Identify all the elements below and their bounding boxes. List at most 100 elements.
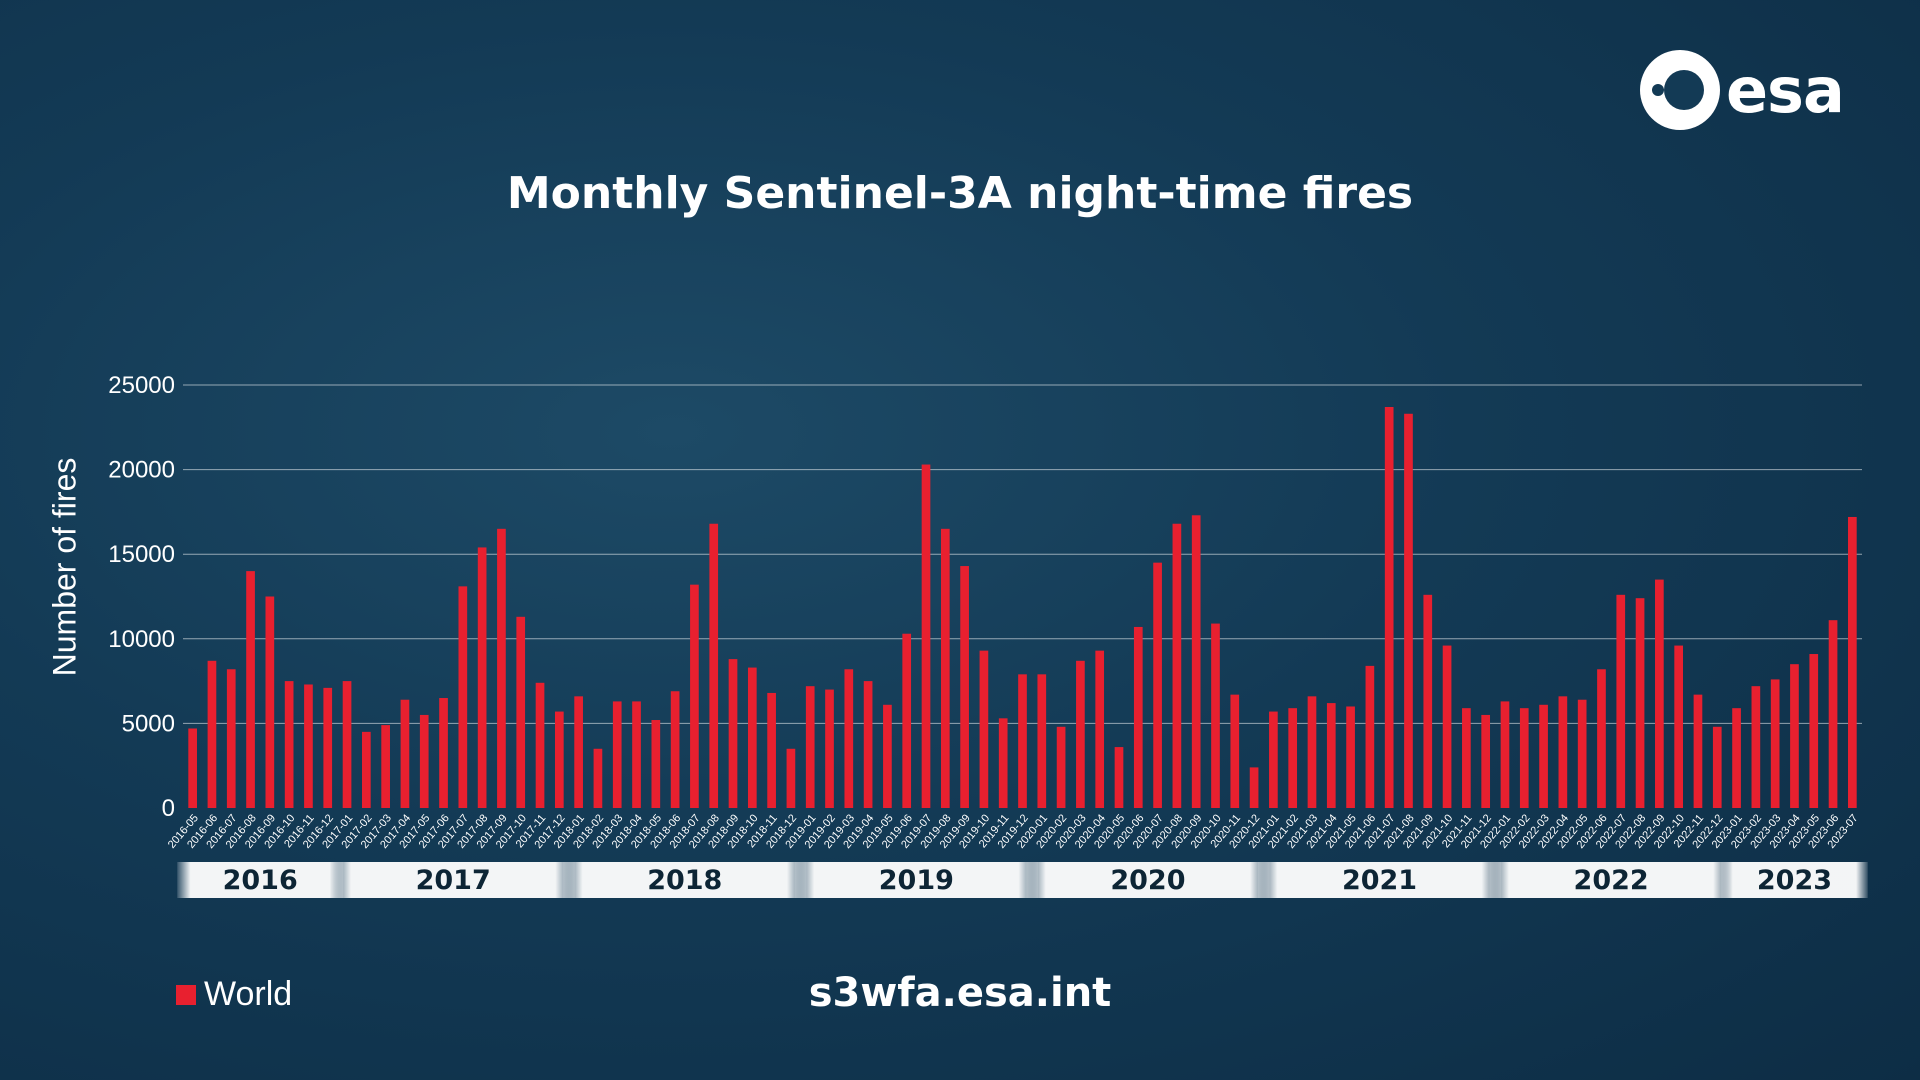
year-label-2017: 2017 [416,865,491,896]
bar-2018-07 [690,584,699,808]
year-label-2023: 2023 [1757,865,1832,896]
bar-2018-08 [709,523,719,808]
bar-2023-05 [1809,654,1819,808]
esa-logo-text: esa [1726,53,1845,127]
y-tick-label: 10000 [108,626,175,653]
bar-2016-06 [207,660,217,808]
bar-2019-03 [844,669,854,808]
bar-2018-04 [632,701,641,808]
bar-2017-12 [554,711,564,808]
bar-2020-04 [1095,650,1105,808]
esa-logo-mark [1640,50,1720,130]
bar-2020-06 [1133,626,1143,808]
bar-2022-03 [1539,704,1548,808]
bar-2019-12 [1018,674,1027,808]
y-tick-label: 5000 [122,710,175,737]
esa-logo: esa [1640,50,1870,130]
year-band-2020 [1026,862,1270,898]
bar-2016-09 [265,596,275,808]
bar-2020-02 [1056,726,1066,808]
bar-2021-02 [1288,708,1298,808]
bar-2017-08 [477,547,487,808]
bar-2017-03 [381,725,390,808]
bar-2021-06 [1365,665,1375,808]
bar-2018-05 [651,720,661,808]
bar-2020-08 [1172,523,1182,808]
bar-2018-10 [747,667,757,808]
bar-2022-11 [1693,694,1703,808]
bar-2019-01 [805,686,815,808]
bar-2018-09 [728,659,738,808]
legend: World [176,975,292,1014]
year-band-2022 [1489,862,1733,898]
bar-2021-12 [1481,714,1491,808]
bar-2017-05 [419,714,429,808]
bar-2018-03 [612,701,622,808]
bar-2016-10 [284,681,294,808]
bar-2016-05 [188,728,197,808]
bar-2023-01 [1732,708,1741,808]
year-band-2023 [1721,862,1868,898]
bar-2018-06 [670,691,680,808]
legend-label-world: World [204,975,293,1013]
bar-2021-05 [1346,706,1355,808]
bar-2020-01 [1037,674,1047,808]
bar-2016-07 [226,669,236,808]
bar-2017-09 [497,528,506,808]
y-tick-label: 20000 [108,457,175,484]
legend-swatch-world [176,984,196,1005]
bar-2018-12 [786,748,796,808]
bar-2019-06 [902,633,912,808]
bar-2019-08 [940,528,950,808]
bar-2017-06 [439,698,448,808]
bar-2022-09 [1655,579,1664,808]
year-band-2016 [177,862,344,898]
bar-2022-04 [1558,696,1568,808]
bar-2020-03 [1076,660,1085,808]
bar-2018-02 [593,748,603,808]
bar-2022-01 [1500,701,1510,808]
year-label-2021: 2021 [1342,865,1417,896]
bar-2022-10 [1674,645,1684,808]
bar-2016-08 [246,571,255,808]
bar-2022-12 [1712,726,1722,808]
bar-2021-03 [1307,696,1317,808]
bar-2017-04 [400,699,410,808]
bar-2019-07 [921,464,931,808]
y-tick-label: 25000 [108,372,175,399]
year-label-2022: 2022 [1574,865,1649,896]
bar-2023-07 [1848,516,1857,808]
bar-2019-02 [825,689,834,808]
bar-2017-10 [516,616,526,808]
bar-2021-07 [1384,406,1394,808]
year-label-2020: 2020 [1110,865,1185,896]
bar-2023-02 [1751,686,1761,808]
website-url: s3wfa.esa.int [808,970,1112,1016]
bar-2019-09 [960,566,969,808]
bar-2023-03 [1770,679,1780,808]
bar-2021-08 [1404,413,1413,808]
y-tick-label: 0 [162,795,175,822]
bar-2023-06 [1828,620,1838,808]
bar-2022-07 [1616,594,1626,808]
bar-2017-02 [361,731,371,808]
bar-2020-11 [1230,694,1240,808]
year-band-2018 [563,862,807,898]
bar-2021-04 [1326,703,1336,808]
bar-2016-11 [304,684,313,808]
bar-2020-12 [1249,767,1259,808]
chart-title: Monthly Sentinel-3A night-time fires [506,168,1414,219]
year-band-2019 [794,862,1038,898]
bar-2019-05 [883,704,892,808]
bar-2017-11 [535,682,545,808]
bar-2022-02 [1519,708,1529,808]
year-label-2018: 2018 [647,865,722,896]
bar-2019-11 [998,718,1008,808]
bar-2019-10 [979,650,989,808]
bar-2020-09 [1191,515,1201,808]
bar-2021-09 [1423,594,1433,808]
year-band-2017 [331,862,575,898]
bar-2022-06 [1597,669,1606,808]
bar-2020-05 [1114,747,1124,808]
